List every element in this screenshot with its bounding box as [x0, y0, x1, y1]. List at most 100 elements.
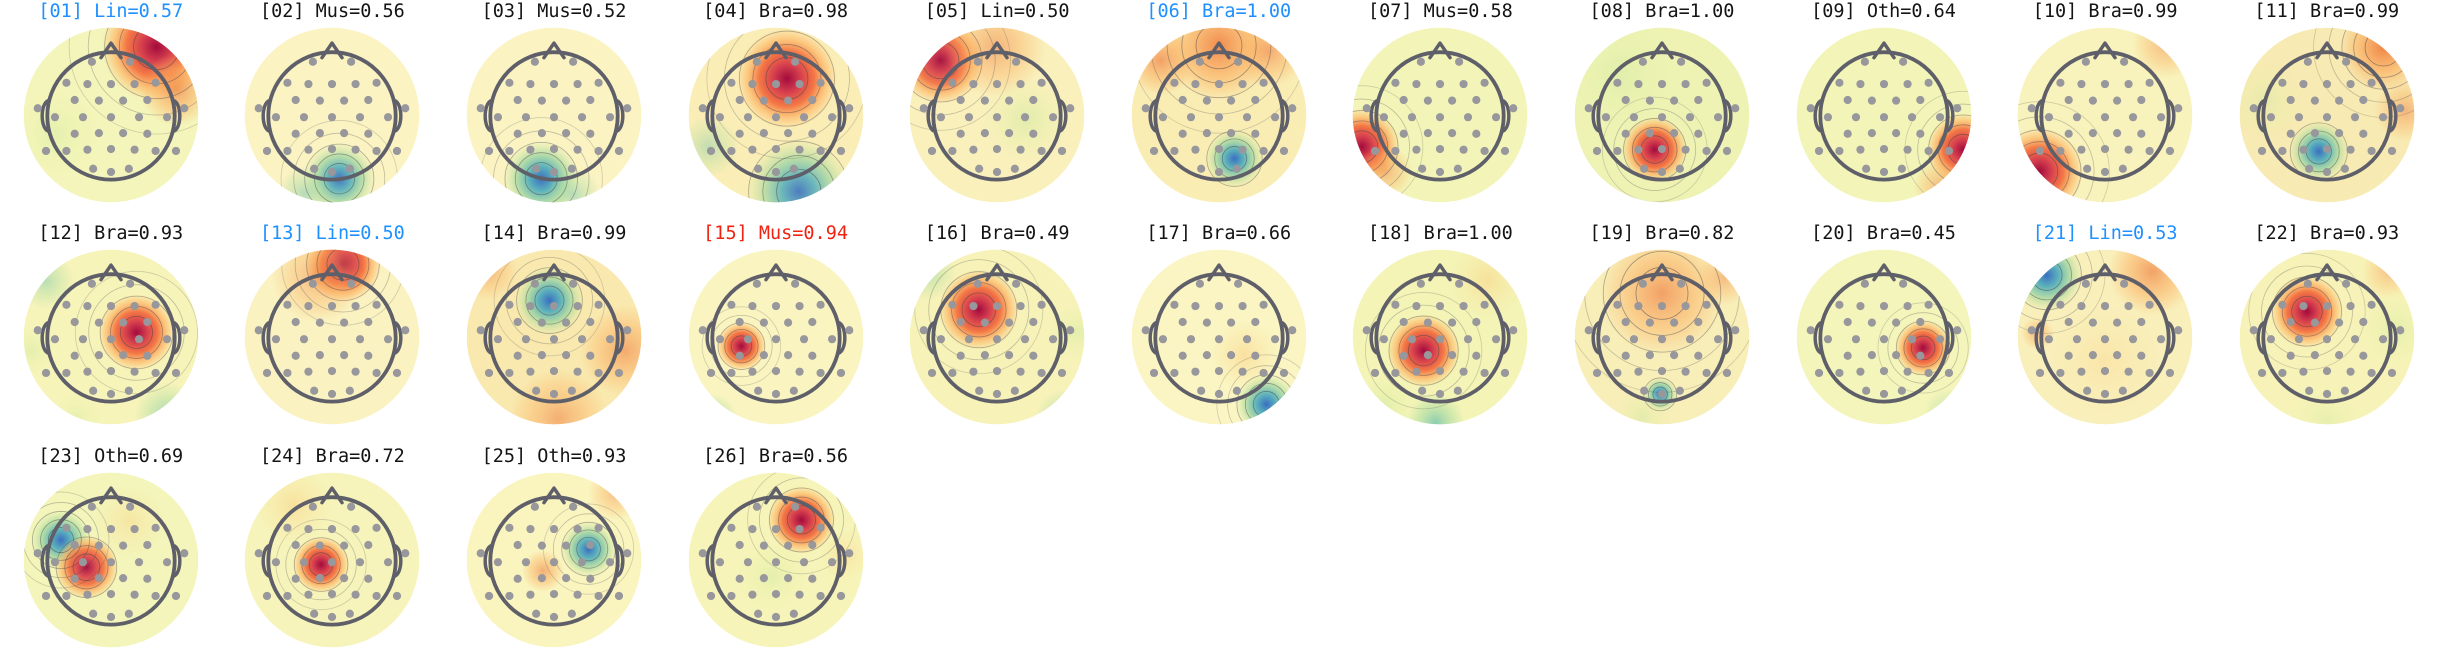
topomap-tile-10[interactable]: [10] Bra=0.99 [1994, 0, 2216, 222]
head-outline [40, 263, 182, 404]
sensor-dot [2299, 79, 2308, 89]
sensor-dot [70, 95, 79, 105]
topomap-tile-12[interactable]: [12] Bra=0.93 [0, 222, 222, 444]
sensor-dot [304, 524, 313, 533]
sensor-dot [807, 318, 816, 327]
sensor-dot [759, 96, 768, 105]
sensor-dot [1058, 146, 1067, 156]
sensor-dot [973, 279, 983, 289]
sensor-dot [2064, 129, 2073, 138]
sensor-dot [328, 390, 337, 399]
sensor-dot [980, 129, 990, 138]
sensor-dot [1645, 96, 1654, 105]
sensor-dot [1613, 369, 1622, 378]
topomap-tile-20[interactable]: [20] Bra=0.45 [1773, 222, 1995, 444]
sensor-dot [2101, 113, 2110, 122]
contour-ring [68, 24, 202, 135]
topomap-tile-11[interactable]: [11] Bra=0.99 [2216, 0, 2438, 222]
sensor-dot [2073, 113, 2082, 122]
sensor-dot [2145, 369, 2154, 378]
sensor-dot [2395, 326, 2405, 335]
topomap-tile-17[interactable]: [17] Bra=0.66 [1108, 222, 1330, 444]
contour-ring [104, 24, 202, 100]
topomap-tile-22[interactable]: [22] Bra=0.93 [2216, 222, 2438, 444]
sensor-dot [586, 318, 595, 327]
ear-right-outline [171, 321, 182, 356]
topomap-tile-13[interactable]: [13] Lin=0.50 [222, 222, 444, 444]
sensor-dot [537, 541, 546, 550]
sensor-dot [1391, 300, 1400, 310]
sensor-dot [351, 302, 361, 311]
topomap-tile-08[interactable]: [08] Bra=1.00 [1551, 0, 1773, 222]
sensor-dot [106, 144, 115, 154]
sensor-dot [1634, 79, 1643, 89]
topomap-tile-01[interactable]: [01] Lin=0.57 [0, 0, 222, 222]
topomap-tile-14[interactable]: [14] Bra=0.99 [443, 222, 665, 444]
sensor-dot [124, 386, 133, 396]
topomap-tile-03[interactable]: [03] Mus=0.52 [443, 0, 665, 222]
sensor-dot [789, 609, 798, 618]
sensor-dot [1879, 79, 1888, 89]
sensor-dot [513, 540, 522, 549]
sensor-dot [836, 369, 845, 378]
topomap-tile-24[interactable]: [24] Bra=0.72 [222, 445, 444, 667]
sensor-dot [328, 113, 337, 122]
sensor-dot [384, 557, 393, 566]
sensor-dot [1713, 335, 1723, 344]
sensor-dot [1731, 104, 1740, 113]
topomap-tile-04[interactable]: [04] Bra=0.98 [665, 0, 887, 222]
topomap [1349, 24, 1532, 206]
sensor-dot [1843, 129, 1852, 138]
sensor-dot [351, 524, 361, 533]
sensor-dot [594, 369, 603, 378]
sensor-dot [790, 57, 799, 66]
topomap [462, 246, 645, 429]
sensor-dot [1584, 326, 1593, 335]
sensor-dot [372, 300, 382, 310]
sensor-dot [2286, 351, 2295, 361]
sensor-dot [384, 335, 393, 344]
topomap-tile-06[interactable]: [06] Bra=1.00 [1108, 0, 1330, 222]
contour-ring [2260, 265, 2353, 358]
topomap-tile-07[interactable]: [07] Mus=0.58 [1330, 0, 1552, 222]
sensor-dot [372, 146, 382, 156]
sensor-dot [530, 279, 539, 289]
sensor-dot [1903, 302, 1912, 311]
ear-right-outline [1944, 321, 1955, 356]
sensor-dot [1270, 335, 1279, 344]
topomap-tile-15[interactable]: [15] Mus=0.94 [665, 222, 887, 444]
contour-ring [576, 536, 601, 561]
sensor-dot [70, 129, 79, 138]
topomap-tile-23[interactable]: [23] Oth=0.69 [0, 445, 222, 667]
topomap-tile-25[interactable]: [25] Oth=0.93 [443, 445, 665, 667]
sensor-dot [735, 540, 744, 549]
sensor-dot [2322, 302, 2331, 311]
head-circle [2261, 50, 2393, 182]
topomap [462, 24, 645, 206]
topomap-tile-21[interactable]: [21] Lin=0.53 [1994, 222, 2216, 444]
sensor-dot [698, 548, 707, 557]
topomap-tile-02[interactable]: [02] Mus=0.56 [222, 0, 444, 222]
sensor-dots [1363, 279, 1518, 399]
topomap-tile-09[interactable]: [09] Oth=0.64 [1773, 0, 1995, 222]
head-circle [709, 50, 842, 182]
sensor-dot [83, 79, 92, 89]
head-outline [2034, 41, 2176, 182]
sensor-dot [1645, 351, 1654, 360]
sensor-dot [1952, 326, 1961, 335]
sensor-dot [1049, 335, 1058, 344]
sensor-dot [1891, 129, 1900, 138]
topomap-tile-05[interactable]: [05] Lin=0.50 [886, 0, 1108, 222]
sensor-dot [328, 612, 337, 621]
sensor-dot [70, 318, 79, 327]
topomap-tile-16[interactable]: [16] Bra=0.49 [886, 222, 1108, 444]
sensor-dot [937, 335, 946, 344]
sensor-dot [1029, 351, 1038, 361]
sensor-dot [88, 609, 98, 618]
topomap-tile-19[interactable]: [19] Bra=0.82 [1551, 222, 1773, 444]
ear-right-outline [1722, 98, 1733, 134]
sensor-dot [1601, 335, 1610, 344]
topomap-tile-18[interactable]: [18] Bra=1.00 [1330, 222, 1552, 444]
topomap-tile-26[interactable]: [26] Bra=0.56 [665, 445, 887, 667]
